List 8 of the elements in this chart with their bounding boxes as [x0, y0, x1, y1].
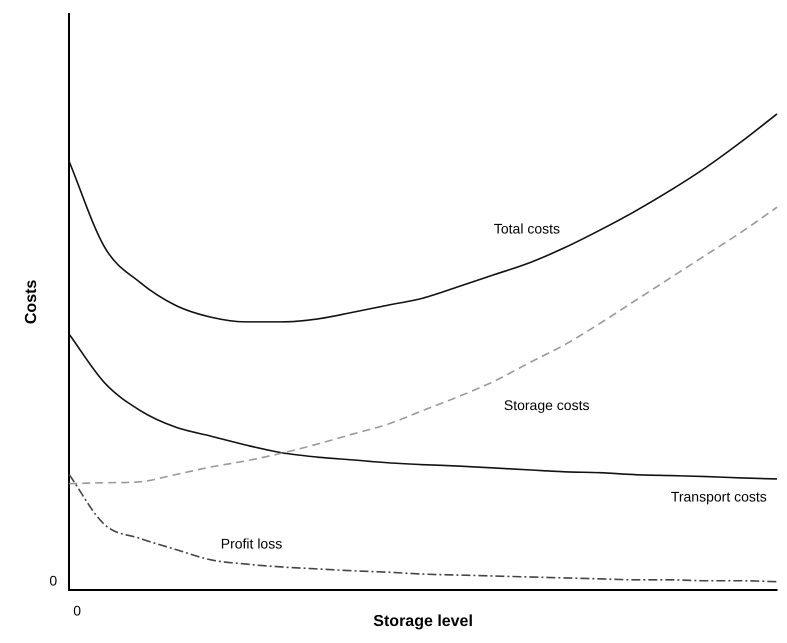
series-label: Total costs [494, 220, 560, 237]
text: 0 [73, 602, 82, 619]
x-axis-title: Storage level [373, 612, 473, 630]
series-label: Storage costs [504, 397, 590, 414]
text: 0 [49, 572, 58, 589]
series-label: Transport costs [670, 488, 767, 504]
y-axis-title: Costs [23, 280, 40, 324]
series-label: Profit loss [220, 536, 282, 552]
